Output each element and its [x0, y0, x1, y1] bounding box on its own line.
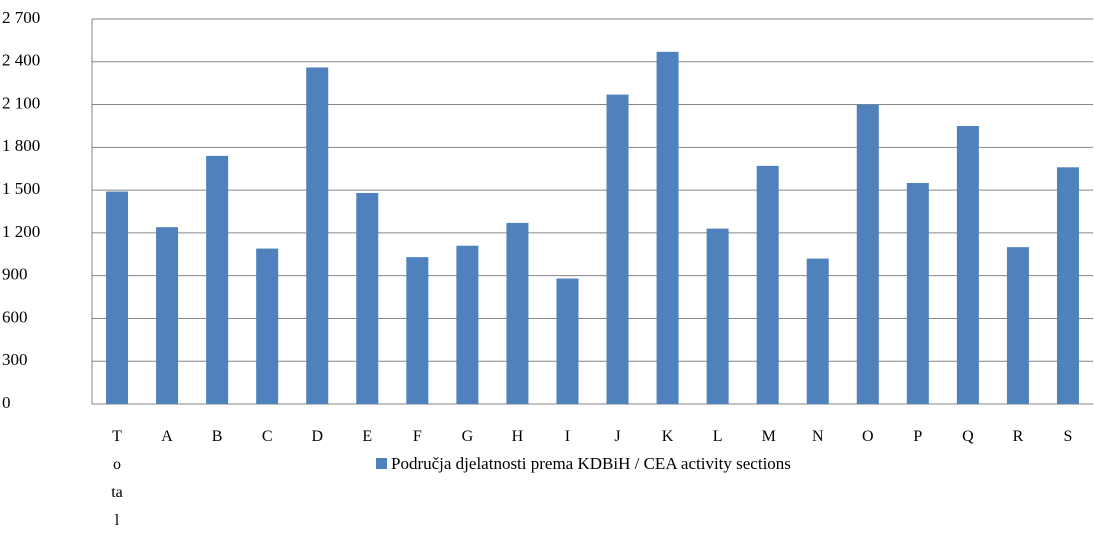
bar	[206, 155, 229, 404]
x-tick-label: E	[362, 428, 373, 445]
x-tick-label: H	[511, 428, 524, 445]
bar	[506, 222, 529, 404]
bar	[1056, 167, 1079, 404]
bar	[306, 67, 329, 405]
x-tick-label: G	[461, 428, 474, 445]
bar	[256, 248, 279, 404]
y-tick-label: 0	[2, 393, 11, 412]
bar	[806, 258, 829, 404]
y-tick-label: 600	[2, 307, 28, 326]
bar	[706, 228, 729, 404]
y-tick-label: 1 800	[2, 136, 40, 155]
bar	[906, 182, 929, 404]
bar	[1006, 247, 1029, 404]
bar	[106, 191, 129, 404]
x-tick-label: I	[564, 428, 571, 445]
x-tick-label: F	[412, 428, 422, 445]
x-tick-label: L	[712, 428, 723, 445]
y-tick-label: 1 500	[2, 179, 40, 198]
x-tick-label: N	[811, 428, 824, 445]
x-tick-label: S	[1063, 428, 1073, 445]
bar	[556, 278, 579, 404]
bar	[156, 227, 179, 404]
y-tick-label: 2 400	[2, 51, 40, 70]
y-tick-label: 900	[2, 265, 28, 284]
legend-label: Područja djelatnosti prema KDBiH / CEA a…	[391, 454, 791, 473]
x-tick-label: P	[913, 428, 923, 445]
bar	[406, 257, 429, 404]
x-tick-label: B	[211, 428, 223, 445]
bar	[606, 94, 629, 405]
x-tick-label: J	[614, 428, 621, 445]
x-tick-label: K	[661, 428, 674, 445]
x-tick-label: Total	[111, 428, 123, 529]
x-tick-label: Q	[962, 428, 974, 445]
bar	[456, 245, 479, 404]
y-tick-label: 2 100	[2, 93, 40, 112]
y-tick-label: 300	[2, 350, 28, 369]
x-tick-label: A	[161, 428, 173, 445]
bar	[856, 104, 879, 405]
x-tick-label: M	[761, 428, 776, 445]
x-tick-label: C	[261, 428, 273, 445]
x-tick-label: O	[861, 428, 874, 445]
bar	[356, 192, 379, 404]
x-tick-label: R	[1012, 428, 1024, 445]
legend-swatch	[376, 458, 387, 469]
y-tick-label: 2 700	[2, 8, 40, 27]
bar	[656, 51, 679, 404]
bar	[956, 125, 979, 404]
y-tick-label: 1 200	[2, 222, 40, 241]
x-tick-label: D	[311, 428, 323, 445]
bar	[756, 165, 779, 404]
